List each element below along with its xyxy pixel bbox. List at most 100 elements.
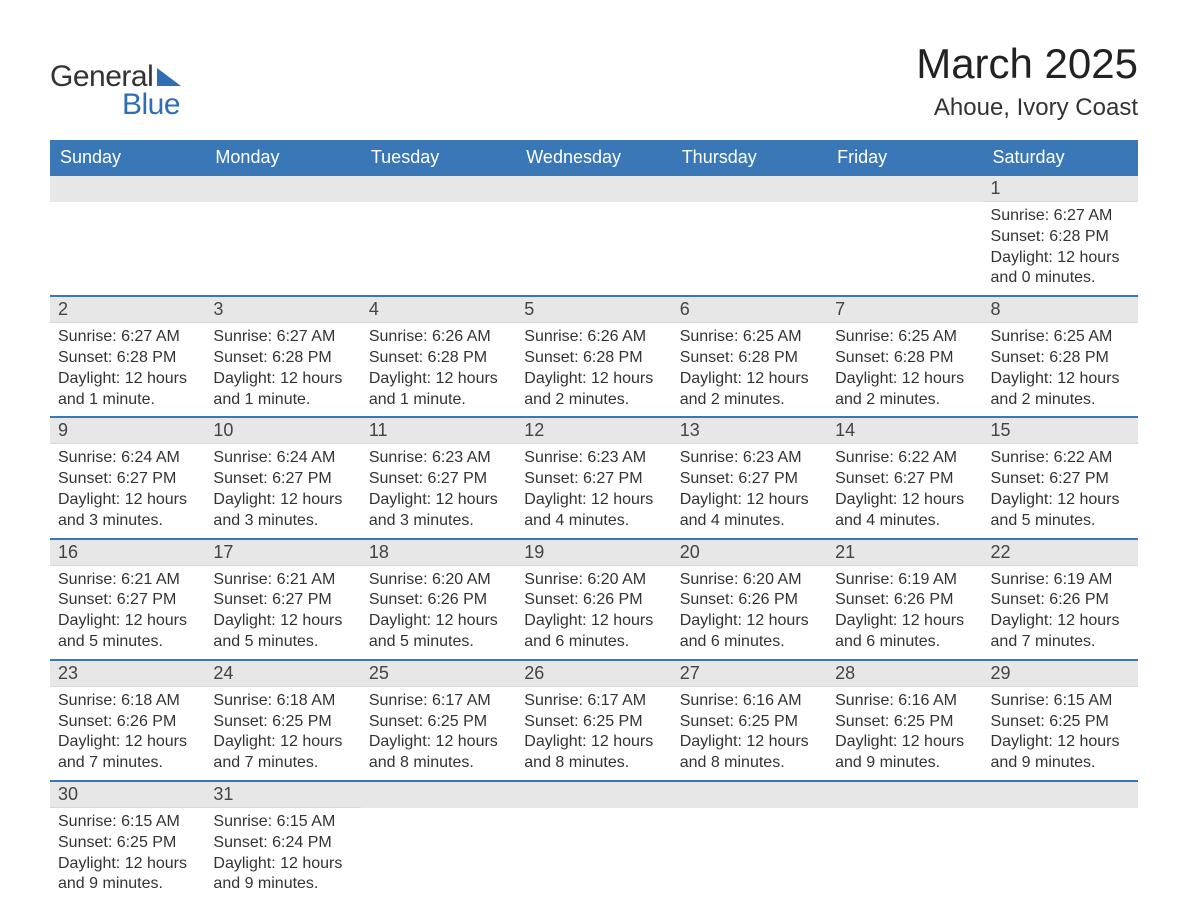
empty-day-body	[983, 808, 1138, 839]
empty-day-bar	[516, 176, 671, 202]
day-sunrise: Sunrise: 6:17 AM	[369, 691, 508, 712]
calendar-cell	[672, 782, 827, 901]
calendar-cell: 30Sunrise: 6:15 AMSunset: 6:25 PMDayligh…	[50, 782, 205, 901]
day-number: 28	[827, 661, 982, 687]
calendar-cell: 26Sunrise: 6:17 AMSunset: 6:25 PMDayligh…	[516, 661, 671, 780]
day-number: 21	[827, 540, 982, 566]
day-sunset: Sunset: 6:24 PM	[213, 833, 352, 854]
empty-day-bar	[672, 176, 827, 202]
day-sunrise: Sunrise: 6:22 AM	[991, 448, 1130, 469]
day-sunrise: Sunrise: 6:23 AM	[524, 448, 663, 469]
day-body: Sunrise: 6:17 AMSunset: 6:25 PMDaylight:…	[516, 687, 671, 780]
calendar-header-cell: Thursday	[672, 141, 827, 174]
day-body: Sunrise: 6:17 AMSunset: 6:25 PMDaylight:…	[361, 687, 516, 780]
day-sunrise: Sunrise: 6:18 AM	[213, 691, 352, 712]
day-body: Sunrise: 6:22 AMSunset: 6:27 PMDaylight:…	[827, 444, 982, 537]
day-body: Sunrise: 6:24 AMSunset: 6:27 PMDaylight:…	[50, 444, 205, 537]
calendar-header-cell: Friday	[827, 141, 982, 174]
calendar-header-row: SundayMondayTuesdayWednesdayThursdayFrid…	[50, 140, 1138, 174]
day-sunrise: Sunrise: 6:21 AM	[58, 570, 197, 591]
day-daylight: Daylight: 12 hours and 5 minutes.	[58, 611, 197, 653]
logo-text-blue: Blue	[122, 88, 180, 122]
day-daylight: Daylight: 12 hours and 0 minutes.	[991, 248, 1130, 290]
empty-day-body	[361, 808, 516, 839]
day-body: Sunrise: 6:19 AMSunset: 6:26 PMDaylight:…	[827, 566, 982, 659]
calendar-cell: 6Sunrise: 6:25 AMSunset: 6:28 PMDaylight…	[672, 297, 827, 416]
day-daylight: Daylight: 12 hours and 9 minutes.	[991, 732, 1130, 774]
day-body: Sunrise: 6:16 AMSunset: 6:25 PMDaylight:…	[672, 687, 827, 780]
day-sunset: Sunset: 6:28 PM	[369, 348, 508, 369]
calendar-cell: 8Sunrise: 6:25 AMSunset: 6:28 PMDaylight…	[983, 297, 1138, 416]
day-sunset: Sunset: 6:27 PM	[58, 469, 197, 490]
day-daylight: Daylight: 12 hours and 5 minutes.	[369, 611, 508, 653]
day-number: 31	[205, 782, 360, 808]
day-sunset: Sunset: 6:28 PM	[991, 348, 1130, 369]
calendar-cell: 7Sunrise: 6:25 AMSunset: 6:28 PMDaylight…	[827, 297, 982, 416]
day-sunrise: Sunrise: 6:26 AM	[524, 327, 663, 348]
calendar-cell: 2Sunrise: 6:27 AMSunset: 6:28 PMDaylight…	[50, 297, 205, 416]
day-body: Sunrise: 6:27 AMSunset: 6:28 PMDaylight:…	[205, 323, 360, 416]
day-body: Sunrise: 6:23 AMSunset: 6:27 PMDaylight:…	[361, 444, 516, 537]
calendar-cell: 11Sunrise: 6:23 AMSunset: 6:27 PMDayligh…	[361, 418, 516, 537]
calendar-cell: 10Sunrise: 6:24 AMSunset: 6:27 PMDayligh…	[205, 418, 360, 537]
header: General Blue March 2025 Ahoue, Ivory Coa…	[50, 40, 1138, 122]
calendar-header-cell: Wednesday	[516, 141, 671, 174]
day-number: 4	[361, 297, 516, 323]
day-daylight: Daylight: 12 hours and 6 minutes.	[835, 611, 974, 653]
day-number: 18	[361, 540, 516, 566]
day-body: Sunrise: 6:16 AMSunset: 6:25 PMDaylight:…	[827, 687, 982, 780]
day-sunset: Sunset: 6:26 PM	[369, 590, 508, 611]
day-number: 1	[983, 176, 1138, 202]
day-number: 22	[983, 540, 1138, 566]
day-sunset: Sunset: 6:27 PM	[991, 469, 1130, 490]
day-number: 10	[205, 418, 360, 444]
title-block: March 2025 Ahoue, Ivory Coast	[916, 40, 1138, 122]
day-sunrise: Sunrise: 6:15 AM	[58, 812, 197, 833]
location-label: Ahoue, Ivory Coast	[916, 94, 1138, 122]
day-sunrise: Sunrise: 6:20 AM	[680, 570, 819, 591]
day-daylight: Daylight: 12 hours and 2 minutes.	[835, 369, 974, 411]
calendar-cell	[50, 176, 205, 295]
day-number: 25	[361, 661, 516, 687]
day-number: 7	[827, 297, 982, 323]
calendar-cell	[361, 176, 516, 295]
calendar-cell: 20Sunrise: 6:20 AMSunset: 6:26 PMDayligh…	[672, 540, 827, 659]
day-sunset: Sunset: 6:25 PM	[58, 833, 197, 854]
day-number: 17	[205, 540, 360, 566]
day-sunset: Sunset: 6:25 PM	[524, 712, 663, 733]
day-daylight: Daylight: 12 hours and 4 minutes.	[524, 490, 663, 532]
calendar-cell: 18Sunrise: 6:20 AMSunset: 6:26 PMDayligh…	[361, 540, 516, 659]
day-daylight: Daylight: 12 hours and 7 minutes.	[213, 732, 352, 774]
calendar-cell: 12Sunrise: 6:23 AMSunset: 6:27 PMDayligh…	[516, 418, 671, 537]
day-sunset: Sunset: 6:26 PM	[524, 590, 663, 611]
empty-day-body	[205, 202, 360, 233]
calendar-cell: 17Sunrise: 6:21 AMSunset: 6:27 PMDayligh…	[205, 540, 360, 659]
day-body: Sunrise: 6:19 AMSunset: 6:26 PMDaylight:…	[983, 566, 1138, 659]
day-body: Sunrise: 6:23 AMSunset: 6:27 PMDaylight:…	[672, 444, 827, 537]
day-daylight: Daylight: 12 hours and 2 minutes.	[680, 369, 819, 411]
day-daylight: Daylight: 12 hours and 4 minutes.	[835, 490, 974, 532]
day-sunset: Sunset: 6:27 PM	[58, 590, 197, 611]
day-sunset: Sunset: 6:27 PM	[213, 590, 352, 611]
day-body: Sunrise: 6:22 AMSunset: 6:27 PMDaylight:…	[983, 444, 1138, 537]
empty-day-bar	[361, 782, 516, 808]
day-sunrise: Sunrise: 6:27 AM	[991, 206, 1130, 227]
day-sunset: Sunset: 6:25 PM	[991, 712, 1130, 733]
day-daylight: Daylight: 12 hours and 3 minutes.	[58, 490, 197, 532]
day-number: 9	[50, 418, 205, 444]
day-sunset: Sunset: 6:27 PM	[213, 469, 352, 490]
day-sunset: Sunset: 6:26 PM	[58, 712, 197, 733]
day-daylight: Daylight: 12 hours and 3 minutes.	[369, 490, 508, 532]
calendar-row: 30Sunrise: 6:15 AMSunset: 6:25 PMDayligh…	[50, 780, 1138, 901]
day-number: 26	[516, 661, 671, 687]
day-body: Sunrise: 6:25 AMSunset: 6:28 PMDaylight:…	[827, 323, 982, 416]
day-sunrise: Sunrise: 6:23 AM	[369, 448, 508, 469]
day-sunrise: Sunrise: 6:27 AM	[58, 327, 197, 348]
calendar-header-cell: Saturday	[983, 141, 1138, 174]
day-sunrise: Sunrise: 6:24 AM	[58, 448, 197, 469]
day-daylight: Daylight: 12 hours and 8 minutes.	[524, 732, 663, 774]
day-sunset: Sunset: 6:28 PM	[58, 348, 197, 369]
day-sunset: Sunset: 6:25 PM	[835, 712, 974, 733]
day-sunrise: Sunrise: 6:19 AM	[835, 570, 974, 591]
calendar-cell: 9Sunrise: 6:24 AMSunset: 6:27 PMDaylight…	[50, 418, 205, 537]
